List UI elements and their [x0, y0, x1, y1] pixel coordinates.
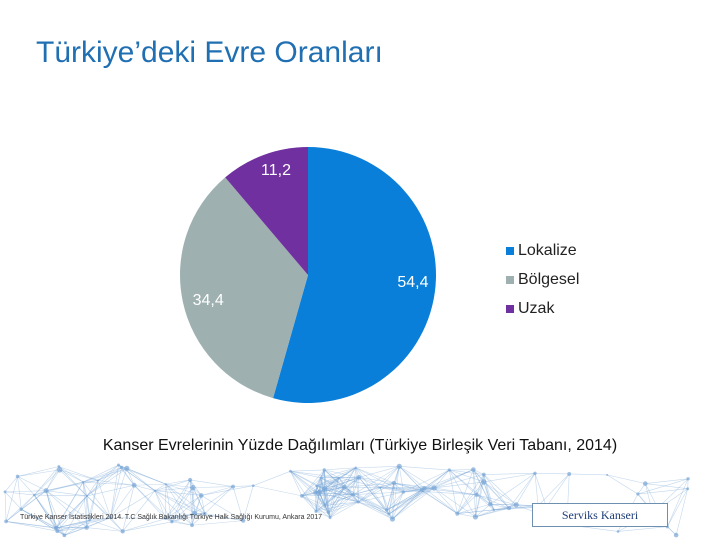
pie-label-b-lgesel: 34,4	[193, 292, 224, 309]
legend-item-bolgesel: Bölgesel	[506, 265, 579, 294]
pie-slice-lokalize	[273, 147, 436, 403]
legend-swatch-bolgesel	[506, 275, 514, 284]
pie-label-lokalize: 54,4	[397, 274, 428, 291]
legend-item-uzak: Uzak	[506, 294, 579, 323]
legend-swatch-lokalize	[506, 246, 514, 255]
pie-label-uzak: 11,2	[261, 162, 291, 179]
legend-label-bolgesel: Bölgesel	[518, 270, 580, 288]
legend-swatch-uzak	[506, 304, 514, 313]
network-background-graphic	[3, 463, 690, 538]
pie-chart: 54,4 34,4 11,2	[180, 147, 436, 403]
legend-label-lokalize: Lokalize	[518, 241, 577, 259]
source-citation: Türkiye Kanser İstatistikleri 2014. T.C …	[20, 514, 323, 521]
chart-caption: Kanser Evrelerinin Yüzde Dağılımları (Tü…	[102, 437, 618, 454]
pie-slice-uzak	[225, 147, 308, 275]
footer-label: Serviks Kanseri	[532, 503, 668, 527]
legend-label-uzak: Uzak	[518, 299, 555, 317]
pie-slice-b-lgesel	[180, 177, 308, 399]
legend: Lokalize Bölgesel Uzak	[506, 236, 579, 323]
legend-item-lokalize: Lokalize	[506, 236, 579, 265]
page-title: Türkiye’deki Evre Oranları	[36, 36, 383, 69]
